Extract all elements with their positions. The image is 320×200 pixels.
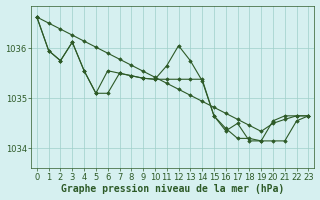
X-axis label: Graphe pression niveau de la mer (hPa): Graphe pression niveau de la mer (hPa) [61,184,284,194]
